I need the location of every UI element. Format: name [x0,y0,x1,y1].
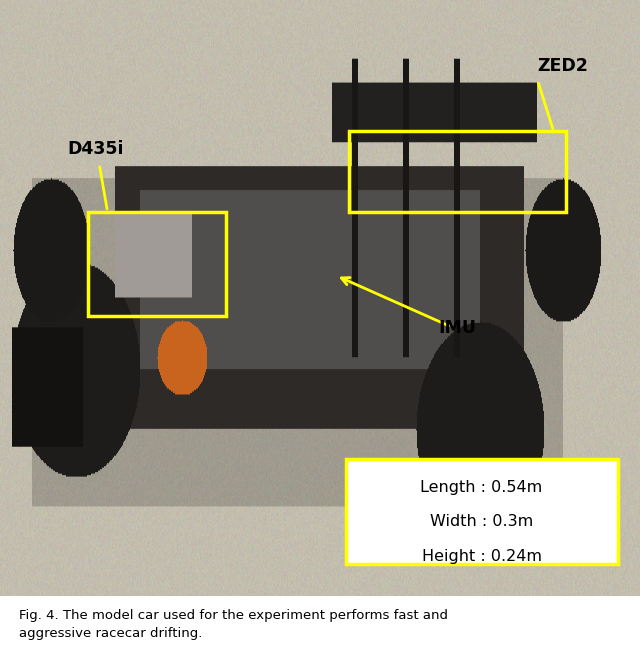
Text: ZED2: ZED2 [538,56,588,75]
Text: Height : 0.24m: Height : 0.24m [422,549,541,564]
Text: Fig. 4. The model car used for the experiment performs fast and
aggressive racec: Fig. 4. The model car used for the exper… [19,609,448,640]
Bar [349,131,566,212]
Text: D435i: D435i [67,140,124,158]
Bar [346,459,618,564]
Text: Length : 0.54m: Length : 0.54m [420,479,543,494]
Bar [88,212,226,316]
Text: IMU: IMU [438,319,476,337]
Text: Width : 0.3m: Width : 0.3m [430,515,533,529]
